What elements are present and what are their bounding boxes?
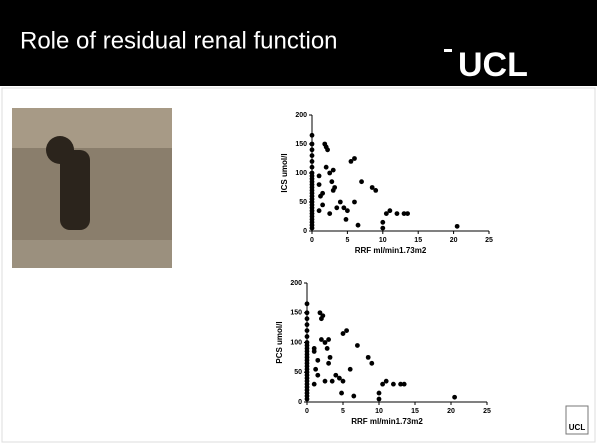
point <box>355 343 360 348</box>
point <box>332 185 337 190</box>
point <box>305 301 310 306</box>
y-tick-label: 200 <box>290 280 302 287</box>
point <box>305 328 310 333</box>
y-tick-label: 200 <box>295 112 307 119</box>
point <box>325 147 330 152</box>
point <box>391 382 396 387</box>
y-tick-label: 150 <box>290 310 302 317</box>
point <box>380 226 385 231</box>
point <box>320 313 325 318</box>
point <box>310 226 315 231</box>
point <box>317 174 322 179</box>
point <box>313 367 318 372</box>
small-logo: UCL <box>569 423 586 432</box>
point <box>387 208 392 213</box>
point <box>310 165 315 170</box>
point <box>305 310 310 315</box>
point <box>305 397 310 402</box>
point <box>351 394 356 399</box>
point <box>305 322 310 327</box>
x-tick-label: 15 <box>411 408 419 415</box>
point <box>310 133 315 138</box>
point <box>312 349 317 354</box>
point <box>348 367 353 372</box>
x-tick-label: 15 <box>414 237 422 244</box>
y-tick-label: 0 <box>303 228 307 235</box>
point <box>317 182 322 187</box>
point <box>338 200 343 205</box>
x-tick-label: 20 <box>447 408 455 415</box>
x-tick-label: 20 <box>450 237 458 244</box>
point <box>323 379 328 384</box>
point <box>331 168 336 173</box>
point <box>310 147 315 152</box>
point <box>315 358 320 363</box>
point <box>326 361 331 366</box>
point <box>310 153 315 158</box>
point <box>452 395 457 400</box>
point <box>329 179 334 184</box>
point <box>310 159 315 164</box>
point <box>373 188 378 193</box>
point <box>305 334 310 339</box>
point <box>352 200 357 205</box>
y-tick-label: 50 <box>299 199 307 206</box>
point <box>326 337 331 342</box>
point <box>455 224 460 229</box>
page: {"slide": {"title": "Role of residual re… <box>0 0 597 444</box>
point <box>317 208 322 213</box>
x-tick-label: 5 <box>345 237 349 244</box>
y-tick-label: 150 <box>295 141 307 148</box>
x-axis-label: RRF ml/min1.73m2 <box>355 246 427 255</box>
point <box>359 179 364 184</box>
point <box>345 208 350 213</box>
logo-mark <box>444 49 452 52</box>
point <box>330 379 335 384</box>
y-tick-label: 100 <box>295 170 307 177</box>
point <box>315 373 320 378</box>
point <box>320 203 325 208</box>
x-tick-label: 0 <box>305 408 309 415</box>
point <box>334 205 339 210</box>
point <box>327 211 332 216</box>
x-tick-label: 25 <box>485 237 493 244</box>
point <box>341 379 346 384</box>
point <box>310 142 315 147</box>
point <box>320 191 325 196</box>
x-tick-label: 0 <box>310 237 314 244</box>
point <box>305 316 310 321</box>
point <box>380 220 385 225</box>
y-tick-label: 100 <box>290 339 302 346</box>
point <box>366 355 371 360</box>
point <box>395 211 400 216</box>
slide-title: Role of residual renal function <box>20 27 338 54</box>
y-tick-label: 50 <box>294 369 302 376</box>
point <box>352 156 357 161</box>
slide: Role of residual renal function UCL UCL … <box>0 0 597 444</box>
x-tick-label: 25 <box>483 408 491 415</box>
point <box>356 223 361 228</box>
y-axis-label: ICS umol/l <box>280 153 289 192</box>
point <box>377 397 382 402</box>
point <box>312 382 317 387</box>
point <box>405 211 410 216</box>
y-tick-label: 0 <box>298 399 302 406</box>
point <box>384 379 389 384</box>
point <box>344 328 349 333</box>
point <box>344 217 349 222</box>
photo <box>12 108 172 268</box>
point <box>402 382 407 387</box>
logo: UCL <box>458 46 528 84</box>
point <box>339 391 344 396</box>
x-tick-label: 5 <box>341 408 345 415</box>
point <box>377 391 382 396</box>
point <box>369 361 374 366</box>
point <box>328 355 333 360</box>
point <box>324 165 329 170</box>
x-axis-label: RRF ml/min1.73m2 <box>351 417 423 426</box>
x-tick-label: 10 <box>375 408 383 415</box>
x-tick-label: 10 <box>379 237 387 244</box>
y-axis-label: PCS umol/l <box>275 321 284 363</box>
point <box>325 346 330 351</box>
